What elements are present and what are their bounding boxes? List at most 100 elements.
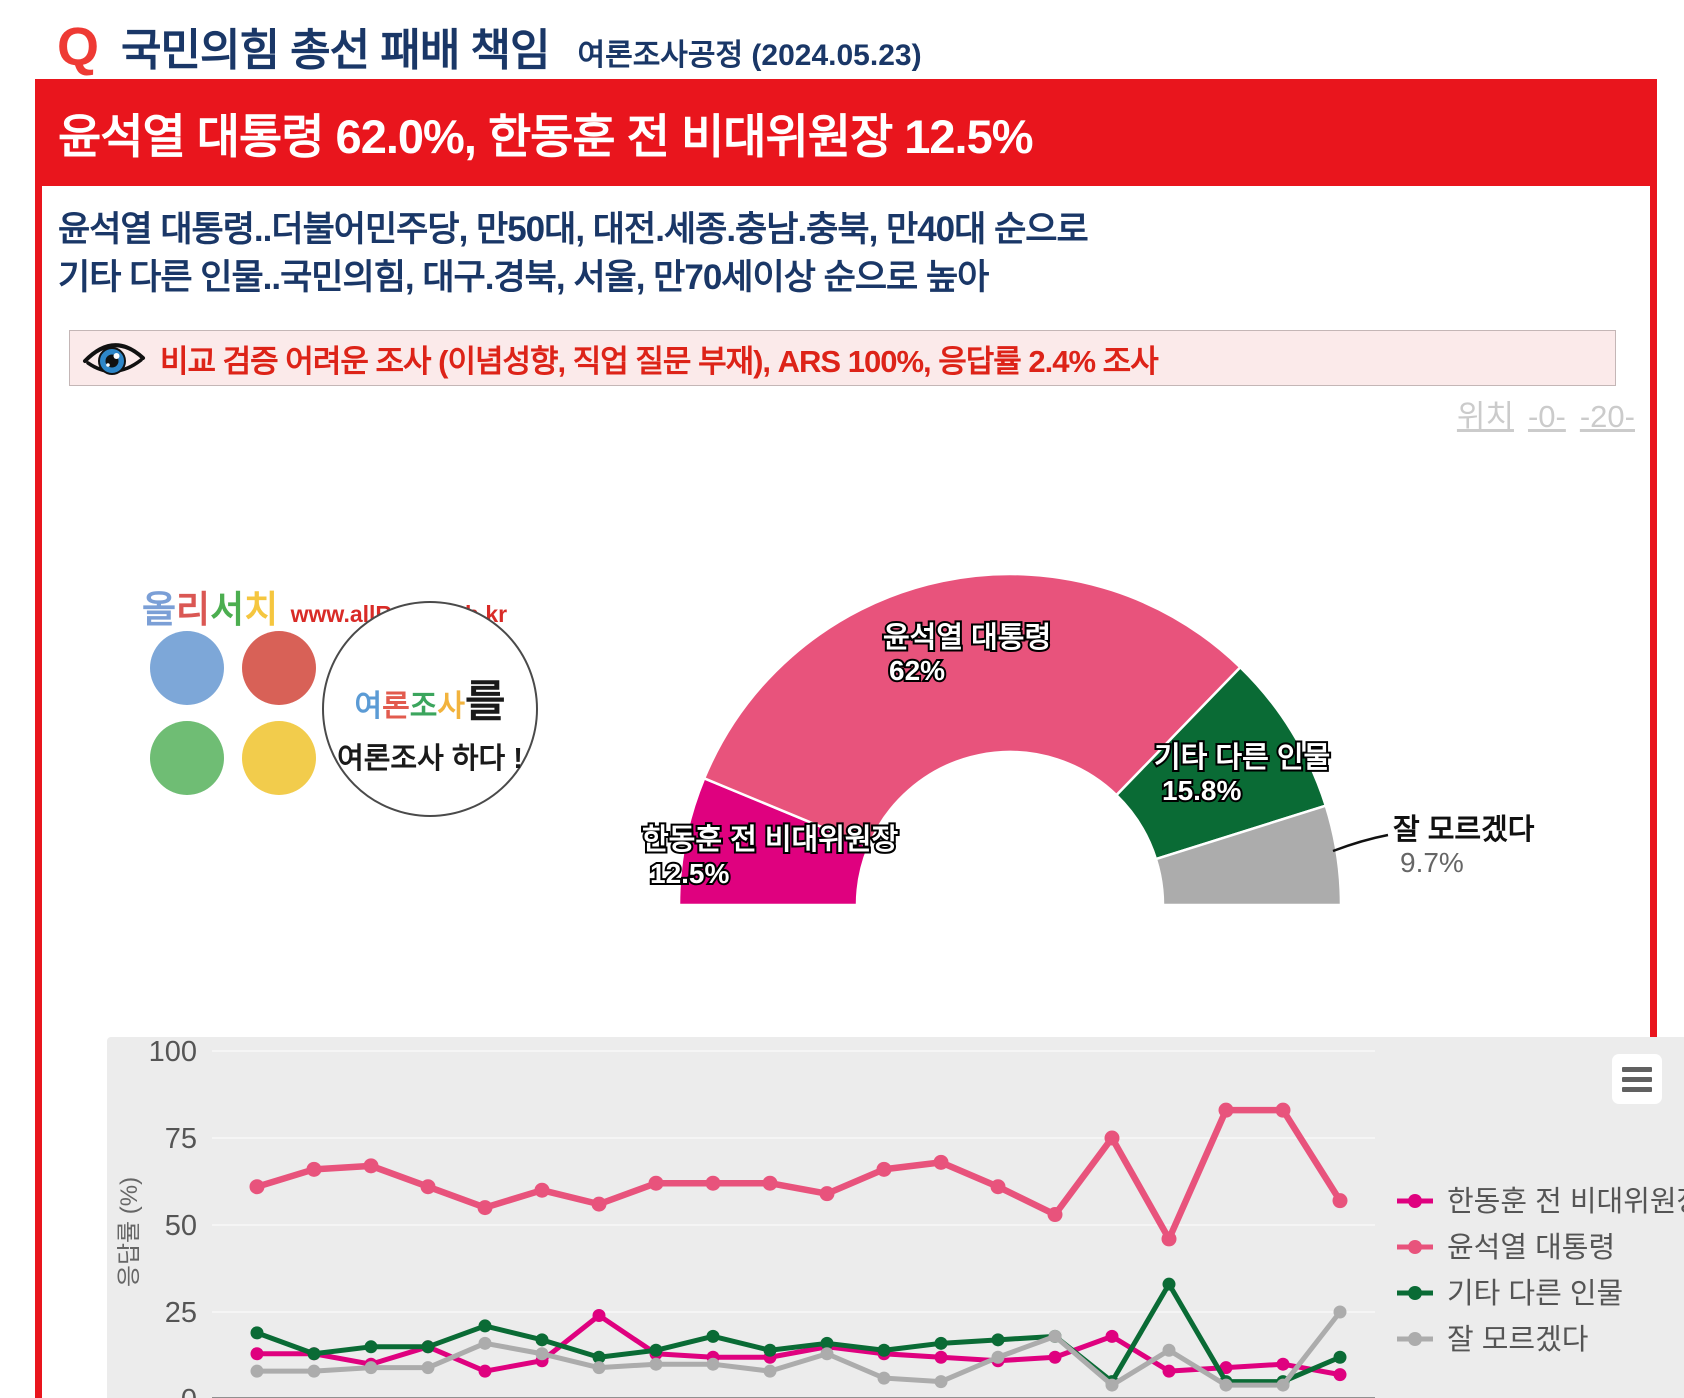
data-point	[1218, 1102, 1234, 1118]
logo-wordmark: 올리서치	[142, 589, 278, 630]
data-point	[1105, 1378, 1119, 1392]
logo-char: 서	[210, 589, 245, 630]
data-point	[478, 1319, 492, 1333]
data-point	[592, 1361, 606, 1375]
burger-bar	[1622, 1076, 1652, 1082]
eye-icon	[83, 343, 145, 375]
series-3	[250, 1305, 1347, 1392]
data-point	[1332, 1193, 1348, 1209]
data-point	[933, 1154, 949, 1170]
data-point	[1162, 1343, 1176, 1357]
gauge-segment-1	[702, 572, 1243, 849]
series-line	[254, 1309, 1343, 1388]
pagination-link-0[interactable]: -0-	[1527, 399, 1566, 434]
series-line	[254, 1312, 1343, 1378]
data-point	[934, 1375, 948, 1389]
summary-line-2: 기타 다른 인물..국민의힘, 대구.경북, 서울, 만70세이상 순으로 높아	[58, 258, 989, 297]
legend-label: 기타 다른 인물	[1447, 1278, 1623, 1310]
gauge-value-3: 9.7%	[1400, 847, 1464, 878]
data-point	[763, 1364, 777, 1378]
y-tick-label: 0	[181, 1384, 197, 1398]
data-point	[649, 1343, 663, 1357]
legend-marker-dot	[1408, 1240, 1422, 1254]
pagination-link-1[interactable]: -20-	[1579, 399, 1635, 434]
logo-char: 치	[244, 589, 279, 630]
bubble-char: 사	[437, 690, 465, 723]
data-point	[1048, 1350, 1062, 1364]
data-point	[934, 1350, 948, 1364]
data-point	[762, 1175, 778, 1191]
data-point	[1275, 1102, 1291, 1118]
y-tick-label: 100	[149, 1037, 197, 1068]
data-point	[991, 1333, 1005, 1347]
data-point	[592, 1350, 606, 1364]
logo-circle	[150, 721, 224, 795]
gauge-label-3: 잘 모르겠다	[1393, 813, 1535, 846]
page-title: 국민의힘 총선 패배 책임	[121, 26, 550, 75]
data-point	[306, 1161, 322, 1177]
logo-dots	[150, 631, 320, 801]
legend-item-1[interactable]: 윤석열 대통령	[1397, 1231, 1615, 1264]
legend-marker-dot	[1408, 1286, 1422, 1300]
data-point	[307, 1364, 321, 1378]
gauge-label-2: 기타 다른 인물	[1154, 741, 1330, 774]
data-point	[706, 1329, 720, 1343]
data-point	[1048, 1329, 1062, 1343]
data-point	[705, 1175, 721, 1191]
notice-box: 비교 검증 어려운 조사 (이념성향, 직업 질문 부재), ARS 100%,…	[69, 330, 1616, 386]
data-point	[934, 1336, 948, 1350]
data-point	[1219, 1378, 1233, 1392]
logo-speech-bubble: 여론조사를 여론조사 하다 !	[322, 601, 538, 817]
legend-item-2[interactable]: 기타 다른 인물	[1397, 1278, 1623, 1310]
chart-menu-button[interactable]	[1612, 1054, 1662, 1104]
data-point	[877, 1343, 891, 1357]
logo-char: 리	[176, 589, 211, 630]
series-line	[253, 1106, 1344, 1243]
gauge-segment-3	[1154, 804, 1343, 907]
data-point	[535, 1333, 549, 1347]
bubble-char: 여	[354, 690, 383, 723]
summary-line-1: 윤석열 대통령..더불어민주당, 만50대, 대전.세종.충남.충북, 만40대…	[58, 210, 1089, 249]
legend-marker-dot	[1408, 1194, 1422, 1208]
summary-block: 윤석열 대통령..더불어민주당, 만50대, 대전.세종.충남.충북, 만40대…	[58, 206, 1650, 302]
legend-label: 한동훈 전 비대위원장	[1447, 1185, 1684, 1218]
data-point	[250, 1347, 264, 1361]
gauge-label-0: 한동훈 전 비대위원장	[642, 823, 899, 856]
data-point	[1333, 1305, 1347, 1319]
allresearch-logo: 올리서치 www.allResearch.kr 여론조사를 여론조사 하다 !	[142, 579, 562, 829]
legend-item-0[interactable]: 한동훈 전 비대위원장	[1397, 1185, 1684, 1218]
data-point	[1161, 1231, 1177, 1247]
data-point	[763, 1343, 777, 1357]
y-tick-label: 50	[165, 1210, 197, 1242]
data-point	[364, 1361, 378, 1375]
burger-bar	[1622, 1086, 1652, 1092]
data-point	[250, 1364, 264, 1378]
gauge-label-leader	[1332, 833, 1389, 853]
data-point	[250, 1326, 264, 1340]
burger-bar	[1622, 1066, 1652, 1072]
data-point	[307, 1347, 321, 1361]
data-point	[477, 1200, 493, 1216]
notice-text: 비교 검증 어려운 조사 (이념성향, 직업 질문 부재), ARS 100%,…	[160, 343, 1159, 379]
data-point	[876, 1161, 892, 1177]
series-1	[249, 1102, 1348, 1247]
data-point	[535, 1347, 549, 1361]
data-point	[648, 1175, 664, 1191]
gauge-label-1: 윤석열 대통령	[883, 621, 1051, 654]
logo-char: 올	[142, 589, 177, 630]
data-point	[421, 1340, 435, 1354]
gauge-chart: 한동훈 전 비대위원장 12.5% 윤석열 대통령 62% 기타 다른 인물 15.8% 잘…	[602, 547, 1602, 922]
data-point	[534, 1182, 550, 1198]
gauge-value-0: 12.5%	[650, 858, 729, 889]
survey-source: 여론조사공정 (2024.05.23)	[577, 39, 922, 72]
data-point	[820, 1336, 834, 1350]
data-point	[478, 1336, 492, 1350]
legend-item-3[interactable]: 잘 모르겠다	[1397, 1324, 1588, 1356]
data-point	[820, 1347, 834, 1361]
headline-text: 윤석열 대통령 62.0%, 한동훈 전 비대위원장 12.5%	[58, 110, 1034, 163]
legend-label: 잘 모르겠다	[1447, 1324, 1588, 1356]
series-line	[254, 1281, 1343, 1385]
bubble-char: 조	[409, 690, 438, 723]
line-chart: 0255075100응답률 (%)서울경...대...광...대...부...강…	[107, 1036, 1684, 1398]
